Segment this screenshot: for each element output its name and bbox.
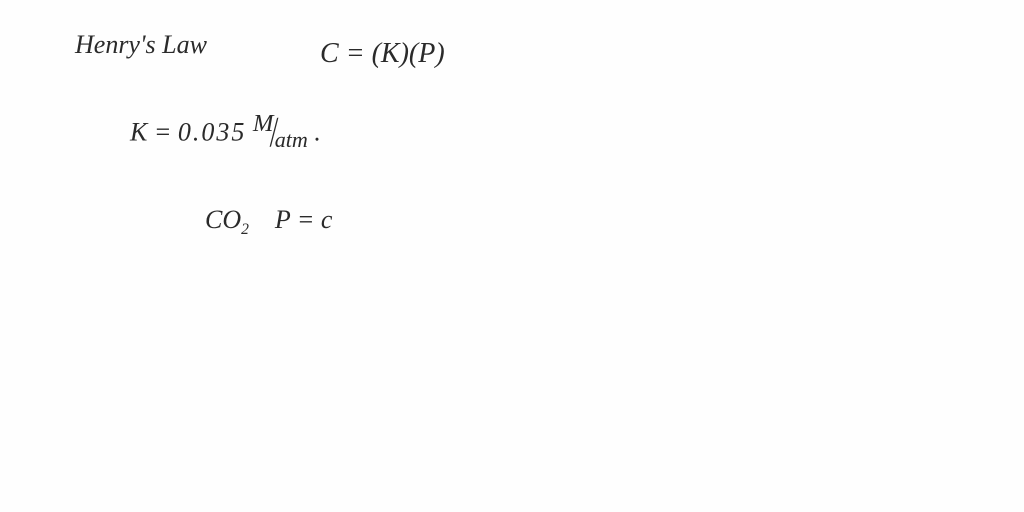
eq2-value: 0.035 <box>178 118 247 147</box>
eq1-equals: = <box>346 38 365 69</box>
title-text: Henry's Law <box>75 30 207 60</box>
gas-subscript: 2 <box>241 221 249 238</box>
eq1-p-term: (P) <box>409 38 445 69</box>
co2-pressure-line: CO2 P = c <box>205 205 332 239</box>
eq2-equals: = <box>154 118 172 147</box>
k-value-equation: K = 0.035 M/atm . <box>130 110 321 153</box>
eq1-lhs: C <box>320 38 339 69</box>
eq3-value: c <box>321 205 333 234</box>
eq3-equals: = <box>297 205 315 234</box>
gas-base: CO <box>205 205 241 234</box>
pressure-symbol: P <box>275 205 290 234</box>
henrys-law-equation: C = (K)(P) <box>320 38 445 70</box>
eq2-lhs: K <box>130 118 147 147</box>
eq2-unit-denominator: atm <box>275 127 308 152</box>
eq1-k-term: (K) <box>372 38 409 69</box>
period: . <box>314 118 321 147</box>
gas-symbol: CO2 <box>205 205 255 234</box>
eq2-units: M/atm <box>253 110 308 153</box>
